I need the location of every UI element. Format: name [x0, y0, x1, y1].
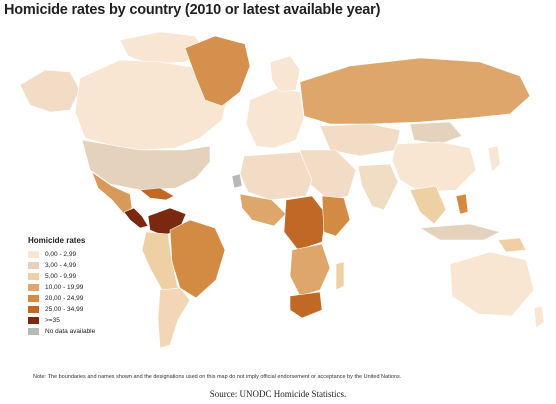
legend-swatch: [28, 262, 39, 269]
region-australia: [449, 251, 535, 317]
region-alaska: [19, 69, 81, 113]
legend-item: 20,00 - 24,99: [28, 293, 95, 304]
map-legend: Homicide rates 0,00 - 2,99 3,00 - 4,99 5…: [28, 236, 95, 337]
region-india: [357, 163, 399, 211]
region-central-america: [123, 207, 149, 229]
legend-item: 5,00 - 9,99: [28, 271, 95, 282]
region-philippines: [455, 193, 469, 215]
region-central-africa: [283, 195, 327, 251]
region-usa: [81, 139, 211, 191]
region-europe: [245, 87, 305, 149]
legend-swatch: [28, 328, 39, 335]
legend-swatch: [28, 306, 39, 313]
region-brazil: [169, 219, 226, 299]
region-west-africa: [239, 193, 287, 227]
legend-swatch: [28, 295, 39, 302]
region-east-africa: [321, 195, 351, 237]
source-caption: Source: UNODC Homicide Statistics.: [209, 389, 347, 399]
legend-item: 3,00 - 4,99: [28, 260, 95, 271]
legend-label: 5,00 - 9,99: [45, 273, 77, 280]
region-russia: [299, 57, 531, 125]
region-new-zealand: [533, 305, 545, 329]
legend-label: 25,00 - 34,99: [45, 306, 84, 313]
region-mongolia: [409, 121, 463, 145]
region-caribbean: [139, 187, 175, 201]
legend-swatch: [28, 251, 39, 258]
region-greenland: [184, 35, 251, 107]
region-indonesia: [419, 223, 501, 241]
region-argentina: [157, 287, 191, 349]
legend-item: 25,00 - 34,99: [28, 304, 95, 315]
region-south-africa: [289, 291, 323, 319]
legend-label: 3,00 - 4,99: [45, 262, 77, 269]
region-north-africa: [239, 151, 313, 201]
legend-label: >=35: [45, 317, 60, 324]
legend-swatch: [28, 317, 39, 324]
legend-swatch: [28, 273, 39, 280]
region-png: [497, 237, 527, 253]
region-southern-africa: [289, 243, 331, 297]
legend-label: 0,00 - 2,99: [45, 251, 77, 258]
region-madagascar: [335, 261, 345, 291]
region-no-data: [231, 173, 243, 189]
legend-label: 10,00 - 19,99: [45, 284, 84, 291]
legend-title: Homicide rates: [28, 236, 86, 245]
map-title: Homicide rates by country (2010 or lates…: [4, 2, 381, 18]
legend-swatch: [28, 284, 39, 291]
legend-label: 20,00 - 24,99: [45, 295, 84, 302]
region-china: [391, 141, 477, 193]
legend-item: 10,00 - 19,99: [28, 282, 95, 293]
legend-item: No data available: [28, 326, 95, 337]
region-japan: [487, 145, 501, 173]
legend-item: 0,00 - 2,99: [28, 249, 95, 260]
region-canada: [74, 59, 231, 151]
region-scandinavia: [269, 55, 301, 93]
legend-item: >=35: [28, 315, 95, 326]
disclaimer-note: Note: The boundaries and names shown and…: [33, 374, 402, 380]
legend-label: No data available: [45, 328, 96, 335]
region-se-asia: [409, 185, 447, 225]
